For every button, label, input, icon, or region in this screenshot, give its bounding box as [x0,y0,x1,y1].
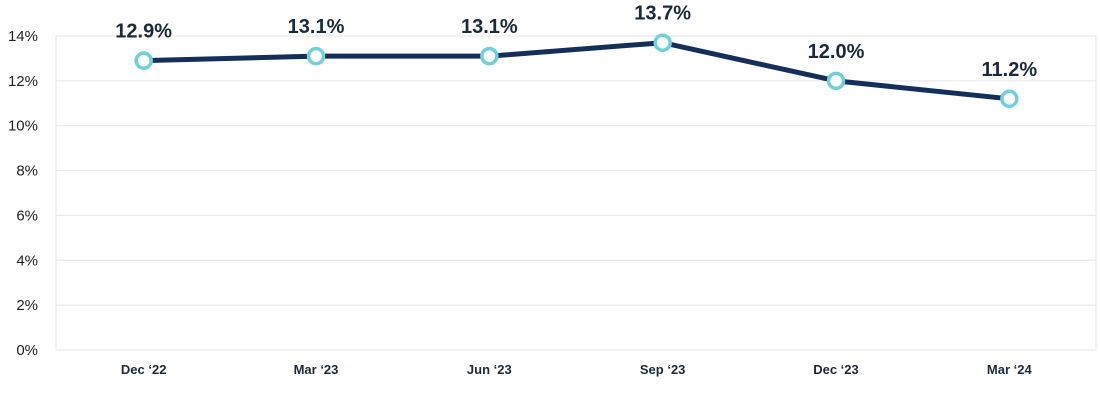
data-label: 12.9% [115,21,172,43]
data-point-marker [653,33,672,52]
data-point-marker [306,46,326,66]
data-points [134,33,1019,109]
data-labels: 12.9% 13.1% 13.1% 13.7% 12.0% 11.2% [115,3,1037,81]
series-line [141,40,1012,102]
y-tick-label: 14% [8,28,38,45]
y-tick-label: 8% [16,163,38,180]
data-point-marker [1000,89,1019,109]
y-tick-label: 4% [16,252,38,269]
y-tick-label: 2% [16,297,38,314]
grid-lines [55,35,1097,351]
data-label: 13.7% [634,3,691,25]
data-point-marker [826,71,846,91]
x-tick-label: Mar ‘24 [987,362,1033,377]
x-tick-label: Mar ‘23 [294,362,339,377]
data-label: 12.0% [808,41,865,63]
data-label: 11.2% [982,59,1038,81]
data-point-marker [134,51,153,70]
data-label: 13.1% [461,16,518,38]
y-tick-label: 12% [8,73,38,90]
y-tick-label: 10% [8,118,38,135]
y-axis: 0% 2% 4% 6% 8% 10% 12% 14% [8,28,38,359]
y-tick-label: 0% [16,342,38,359]
x-tick-label: Sep ‘23 [640,362,686,377]
x-axis: Dec ‘22 Mar ‘23 Jun ‘23 Sep ‘23 Dec ‘23 Mar ‘… [121,362,1033,377]
data-point-marker [480,46,499,66]
x-tick-label: Dec ‘23 [813,362,859,377]
plot-area-frame [55,35,1097,351]
x-tick-label: Jun ‘23 [467,362,512,377]
y-tick-label: 6% [16,207,38,224]
x-tick-label: Dec ‘22 [121,362,167,377]
series-line-layer [141,40,1012,102]
data-label: 13.1% [288,16,345,38]
